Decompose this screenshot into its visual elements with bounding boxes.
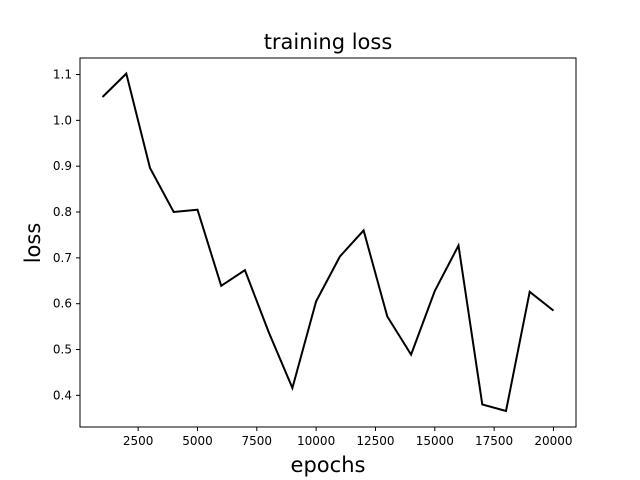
plot-frame (79, 57, 577, 428)
chart-title: training loss (264, 30, 393, 54)
y-tick-label: 0.7 (53, 251, 72, 265)
y-tick-label: 0.8 (53, 205, 72, 219)
x-tick-label: 7500 (242, 434, 273, 448)
x-tick-label: 17500 (475, 434, 513, 448)
y-tick-label: 0.5 (53, 343, 72, 357)
y-tick-label: 1.0 (53, 113, 72, 127)
y-axis: 0.4 0.5 0.6 0.7 0.8 0.9 1.0 1.1 (53, 68, 80, 402)
x-tick-label: 15000 (416, 434, 454, 448)
y-tick-label: 1.1 (53, 68, 72, 82)
x-axis: 2500 5000 7500 10000 12500 15000 17500 20000 (123, 427, 573, 448)
x-tick-label: 12500 (356, 434, 394, 448)
x-axis-label: epochs (291, 453, 366, 477)
y-axis-label: loss (21, 223, 45, 264)
x-tick-label: 10000 (297, 434, 335, 448)
y-tick-label: 0.4 (53, 388, 72, 402)
series-layer (101, 71, 555, 413)
loss-line (101, 71, 555, 413)
y-tick-label: 0.9 (53, 159, 72, 173)
x-tick-label: 2500 (123, 434, 154, 448)
x-tick-label: 20000 (534, 434, 572, 448)
y-tick-label: 0.6 (53, 297, 72, 311)
x-tick-label: 5000 (182, 434, 213, 448)
